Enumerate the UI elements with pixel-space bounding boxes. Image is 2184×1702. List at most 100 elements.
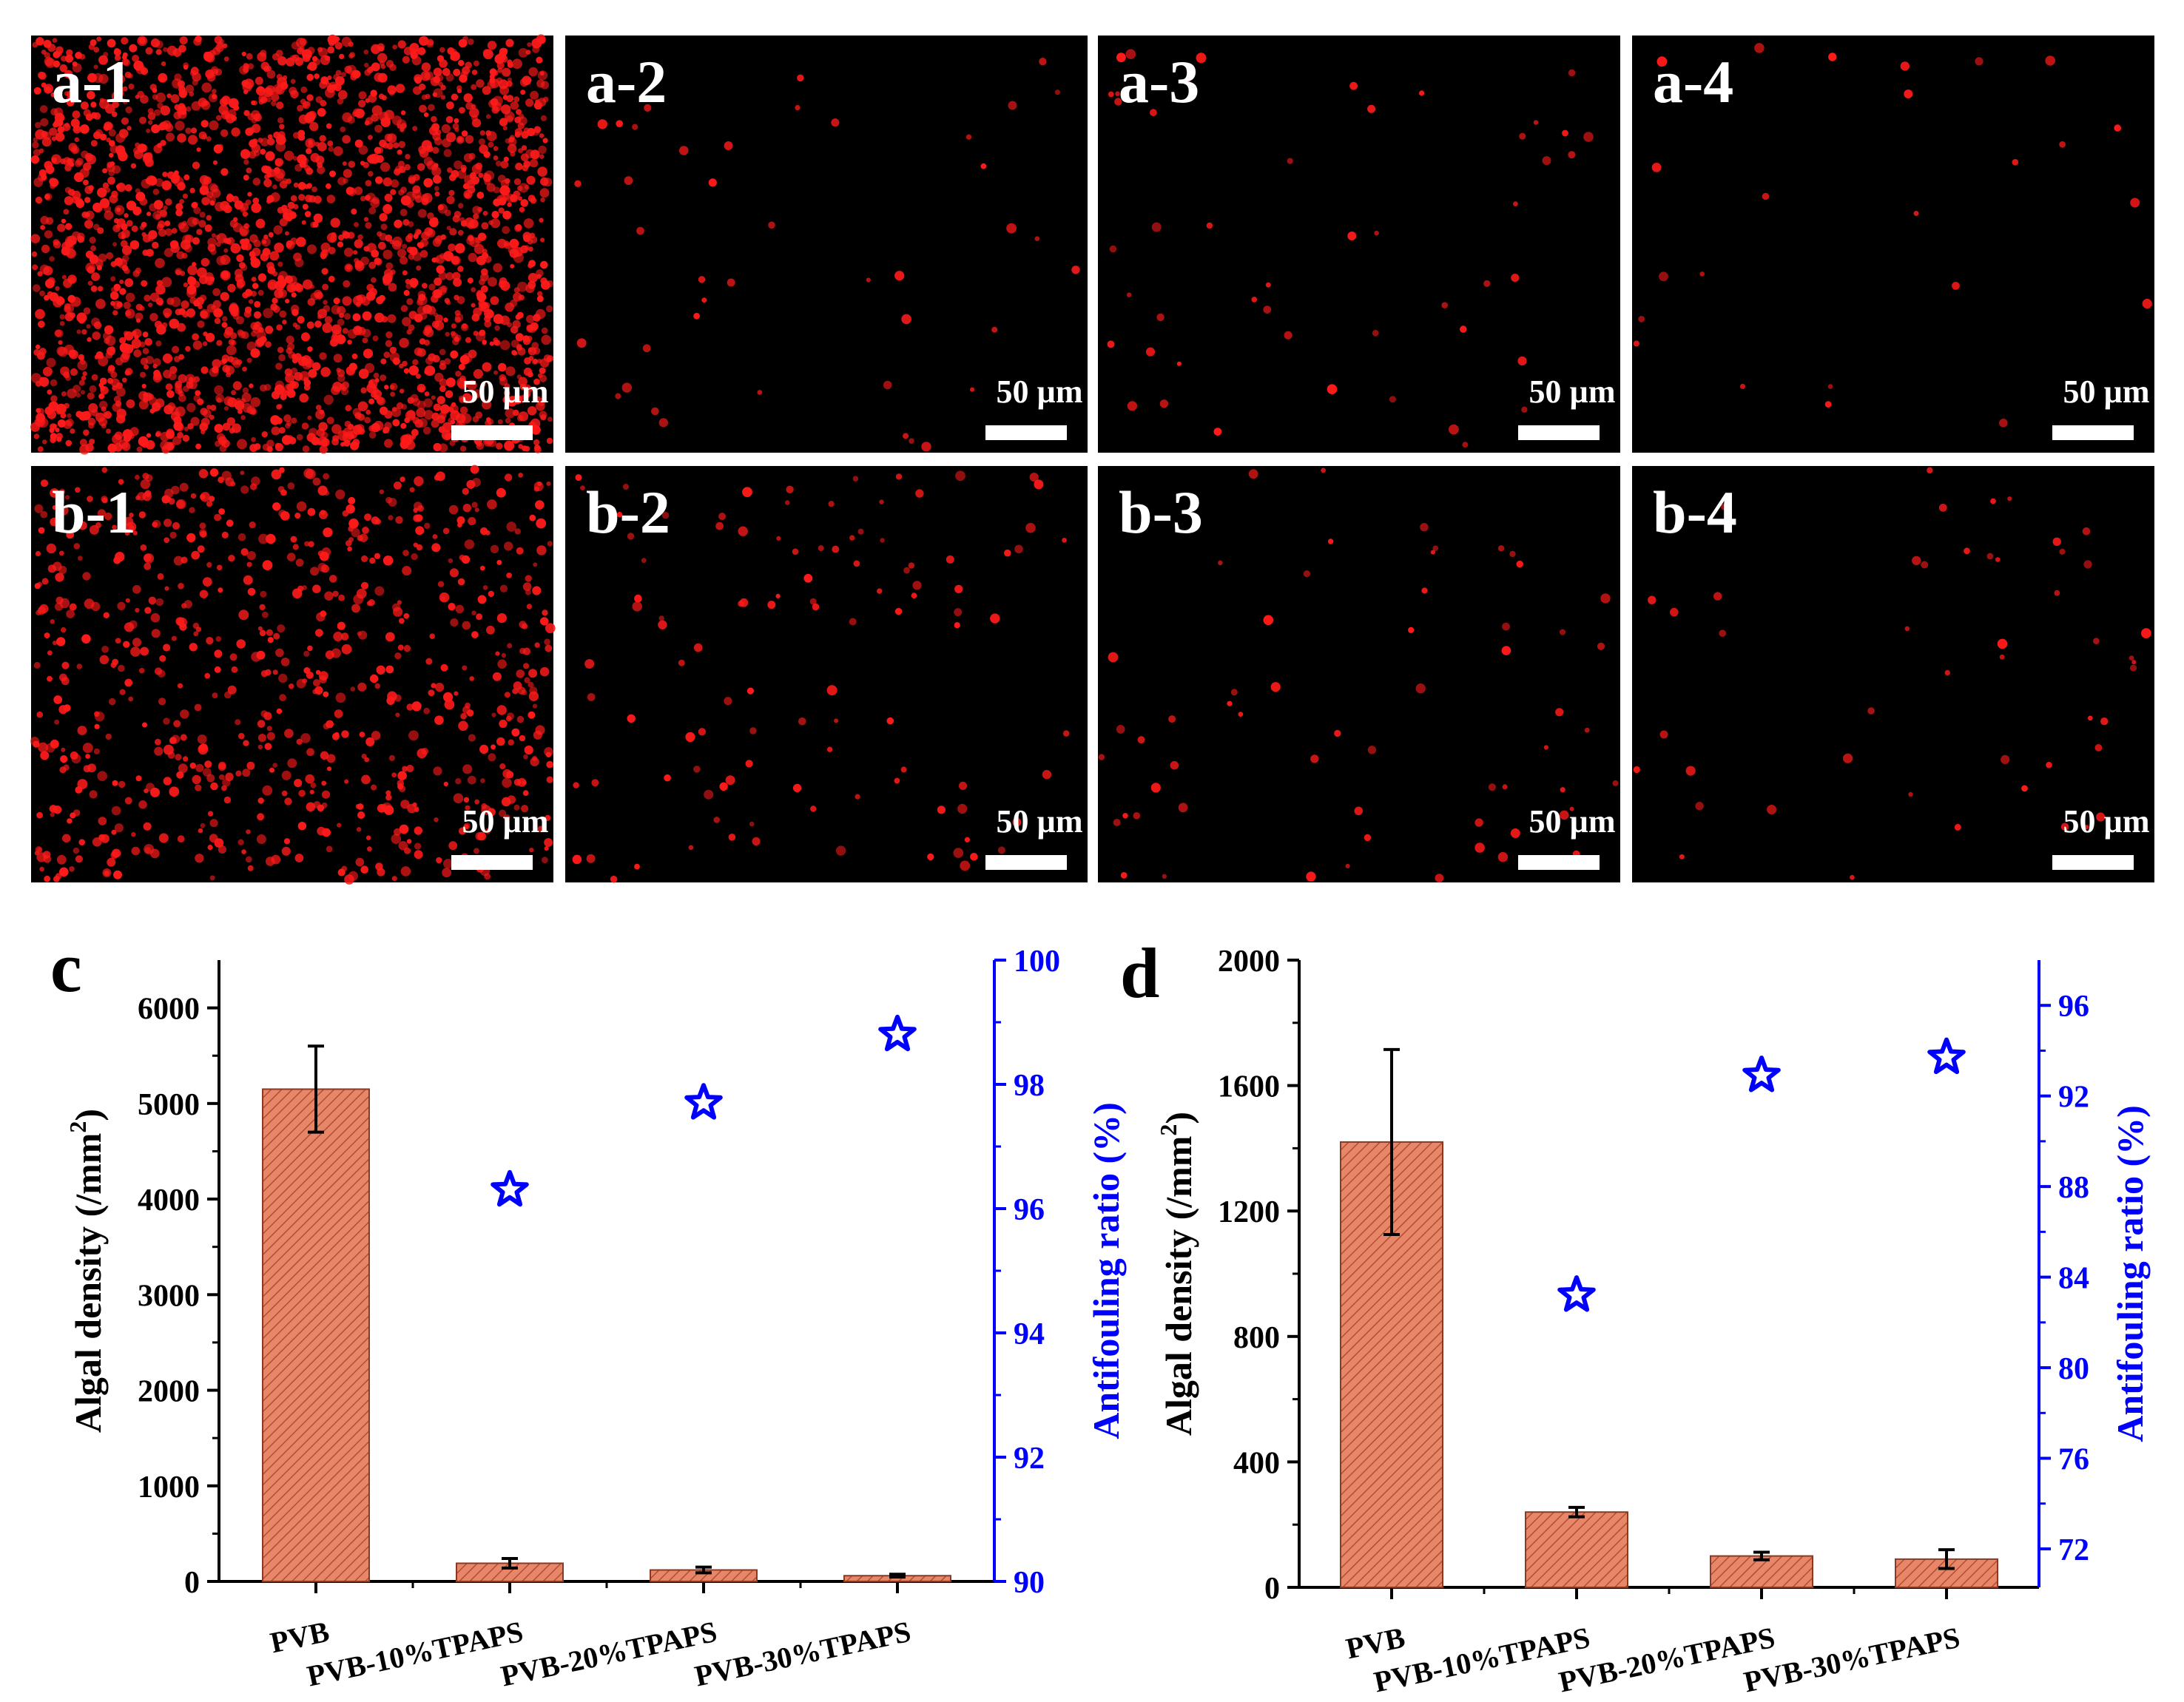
algae-cell: [445, 300, 451, 305]
algae-cell: [768, 221, 775, 229]
algae-cell: [299, 393, 309, 403]
algae-cell: [223, 204, 232, 214]
algae-cell: [306, 167, 314, 175]
algae-cell: [266, 446, 273, 453]
algae-cell: [449, 440, 456, 447]
algae-cell: [482, 585, 488, 590]
algae-cell: [99, 98, 109, 109]
algae-cell: [114, 54, 121, 61]
algae-cell: [218, 761, 226, 770]
algae-cell: [109, 140, 115, 146]
algae-cell: [76, 329, 81, 334]
x-tick-label: PVB-30%TPAPS: [1741, 1621, 1963, 1698]
scale-bar: [1518, 425, 1600, 440]
algae-cell: [44, 279, 55, 288]
algae-cell: [45, 165, 55, 175]
algae-cell: [1430, 550, 1435, 555]
algae-cell: [337, 318, 345, 326]
algae-cell: [1997, 638, 2008, 649]
algae-cell: [155, 297, 164, 305]
algae-cell: [586, 854, 596, 863]
algae-cell: [524, 745, 533, 755]
algae-cell: [475, 162, 483, 170]
algae-cell: [288, 275, 297, 285]
algae-cell: [342, 387, 347, 391]
algae-cell: [1670, 607, 1679, 617]
algae-cell: [195, 784, 202, 791]
algae-cell: [109, 145, 118, 154]
algae-cell: [237, 409, 243, 414]
algae-cell: [192, 340, 203, 350]
algae-cell: [319, 135, 326, 142]
algae-cell: [97, 286, 104, 292]
algae-cell: [1850, 874, 1855, 880]
algae-cell: [221, 531, 229, 539]
panel-label: b-1: [52, 479, 136, 546]
algae-cell: [458, 60, 465, 67]
algae-cell: [351, 209, 357, 215]
algae-cell: [149, 313, 158, 322]
algae-cell: [278, 673, 288, 683]
algae-cell: [504, 440, 515, 451]
algae-cell: [394, 219, 402, 229]
algae-cell: [539, 133, 545, 138]
algae-cell: [1062, 538, 1067, 543]
algae-cell: [364, 513, 372, 521]
algae-cell: [211, 233, 216, 238]
bar-PVB-10%TPAPS: [456, 1562, 564, 1582]
algae-cell: [104, 121, 113, 131]
algae-cell: [437, 55, 445, 62]
algae-cell: [402, 566, 412, 575]
algae-cell: [201, 134, 208, 140]
algae-cell: [372, 335, 379, 342]
algae-cell: [55, 573, 64, 582]
algae-cell: [516, 669, 525, 678]
algae-cell: [378, 46, 385, 52]
algae-cell: [125, 292, 135, 303]
algae-cell: [454, 294, 459, 301]
y-tick-label: 1600: [1218, 1070, 1280, 1104]
algae-cell: [457, 578, 465, 586]
algae-cell: [341, 72, 346, 78]
algae-cell: [399, 363, 404, 369]
algae-cell: [119, 337, 127, 344]
algae-cell: [180, 91, 186, 98]
algae-cell: [529, 686, 538, 695]
algae-cell: [293, 252, 302, 262]
algae-cell: [526, 604, 533, 609]
algae-cell: [247, 63, 255, 70]
algae-cell: [852, 476, 859, 482]
algae-cell: [274, 243, 284, 253]
algae-cell: [523, 218, 534, 229]
algae-cell: [246, 167, 252, 174]
algae-cell: [402, 317, 411, 327]
algae-cell: [306, 94, 314, 101]
algae-cell: [115, 638, 121, 644]
algae-cell: [502, 226, 510, 234]
algae-cell: [344, 247, 354, 257]
algae-cell: [1517, 356, 1527, 366]
algae-cell: [479, 744, 489, 754]
algae-cell: [470, 465, 479, 474]
algae-cell: [236, 281, 244, 289]
algae-cell: [161, 495, 170, 504]
algae-cell: [727, 278, 735, 287]
algae-cell: [94, 711, 100, 717]
algae-cell: [326, 845, 333, 853]
algae-cell: [385, 632, 395, 642]
algae-cell: [151, 124, 161, 134]
algae-cell: [2021, 785, 2028, 792]
algae-cell: [448, 603, 456, 611]
algae-cell: [342, 230, 348, 236]
algae-cell: [365, 222, 372, 229]
algae-cell: [140, 646, 149, 656]
algae-cell: [1954, 823, 1961, 831]
algae-cell: [78, 839, 85, 845]
micrograph-background: [1098, 36, 1620, 453]
algae-cell: [1145, 347, 1156, 357]
algae-cell: [421, 62, 431, 72]
algae-cell: [877, 588, 883, 594]
algae-cell: [253, 311, 262, 319]
algae-cell: [69, 603, 77, 611]
algae-cell: [397, 644, 404, 651]
